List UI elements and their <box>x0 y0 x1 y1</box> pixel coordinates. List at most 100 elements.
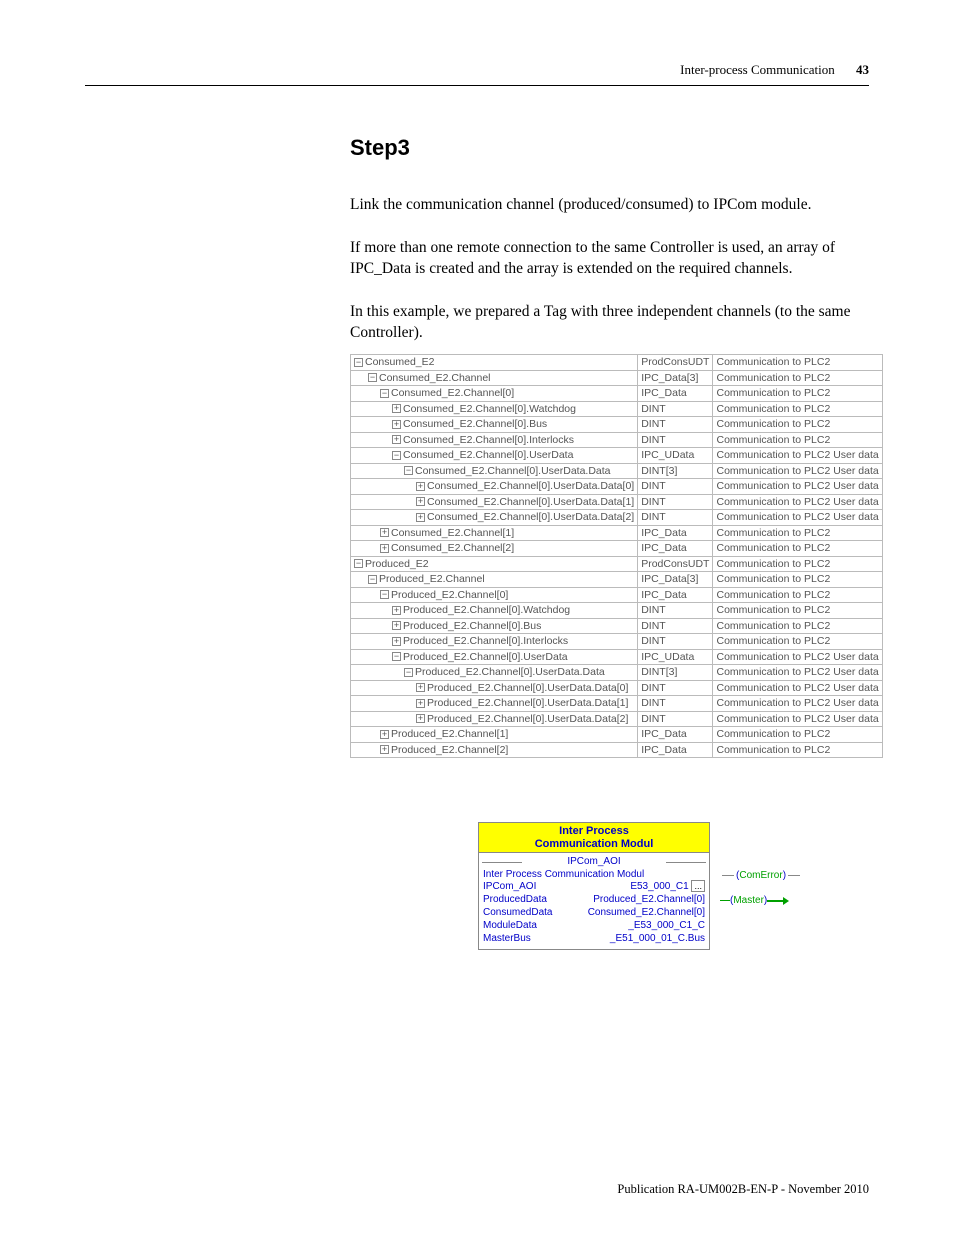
collapse-icon[interactable]: − <box>368 373 377 382</box>
table-row: −Consumed_E2.Channel[0].UserDataIPC_UDat… <box>351 448 883 464</box>
tag-name-cell: +Consumed_E2.Channel[0].Bus <box>351 417 638 433</box>
table-row: +Produced_E2.Channel[0].UserData.Data[2]… <box>351 711 883 727</box>
aoi-title: Inter Process Communication Modul <box>478 822 710 853</box>
table-row: −Consumed_E2.Channel[0].UserData.DataDIN… <box>351 463 883 479</box>
table-row: +Consumed_E2.Channel[0].UserData.Data[1]… <box>351 494 883 510</box>
table-row: −Produced_E2.Channel[0].UserData.DataDIN… <box>351 665 883 681</box>
expand-icon[interactable]: + <box>392 621 401 630</box>
tag-name-cell: +Consumed_E2.Channel[2] <box>351 541 638 557</box>
tag-desc-cell: Communication to PLC2 User data <box>713 510 882 526</box>
tag-type-cell: IPC_Data[3] <box>638 370 713 386</box>
tag-type-cell: DINT <box>638 711 713 727</box>
collapse-icon[interactable]: − <box>392 451 401 460</box>
aoi-block: Inter Process Communication Modul IPCom_… <box>478 822 710 950</box>
collapse-icon[interactable]: − <box>354 559 363 568</box>
collapse-icon[interactable]: − <box>380 590 389 599</box>
tag-name: Consumed_E2.Channel[2] <box>391 542 514 554</box>
collapse-icon[interactable]: − <box>404 668 413 677</box>
tag-type-cell: DINT <box>638 696 713 712</box>
aoi-param-row: IPCom_AOIE53_000_C1 ... <box>483 880 705 893</box>
expand-icon[interactable]: + <box>380 544 389 553</box>
table-row: +Consumed_E2.Channel[2]IPC_DataCommunica… <box>351 541 883 557</box>
expand-icon[interactable]: + <box>380 730 389 739</box>
aoi-outputs: (ComError) (Master) <box>720 870 802 906</box>
expand-icon[interactable]: + <box>392 420 401 429</box>
tag-desc-cell: Communication to PLC2 <box>713 634 882 650</box>
tag-desc-cell: Communication to PLC2 User data <box>713 463 882 479</box>
collapse-icon[interactable]: − <box>404 466 413 475</box>
collapse-icon[interactable]: − <box>368 575 377 584</box>
tag-type-cell: DINT <box>638 618 713 634</box>
aoi-param-row: ProducedDataProduced_E2.Channel[0] <box>483 893 705 906</box>
expand-icon[interactable]: + <box>416 513 425 522</box>
expand-icon[interactable]: + <box>416 699 425 708</box>
tag-type-cell: DINT <box>638 401 713 417</box>
tag-desc-cell: Communication to PLC2 User data <box>713 680 882 696</box>
tag-desc-cell: Communication to PLC2 <box>713 742 882 758</box>
tag-desc-cell: Communication to PLC2 <box>713 355 882 371</box>
tag-name-cell: +Produced_E2.Channel[0].UserData.Data[2] <box>351 711 638 727</box>
expand-icon[interactable]: + <box>392 606 401 615</box>
aoi-param-row: ConsumedDataConsumed_E2.Channel[0] <box>483 906 705 919</box>
expand-icon[interactable]: + <box>392 435 401 444</box>
tag-name: Produced_E2.Channel[0].Bus <box>403 620 541 632</box>
expand-icon[interactable]: + <box>416 497 425 506</box>
tag-name: Consumed_E2 <box>365 356 434 368</box>
tag-name-cell: −Produced_E2.Channel[0].UserData.Data <box>351 665 638 681</box>
collapse-icon[interactable]: − <box>380 389 389 398</box>
tag-name: Produced_E2.Channel[0] <box>391 589 508 601</box>
tag-desc-cell: Communication to PLC2 <box>713 727 882 743</box>
tag-name-cell: −Produced_E2.Channel[0].UserData <box>351 649 638 665</box>
expand-icon[interactable]: + <box>380 745 389 754</box>
expand-icon[interactable]: + <box>416 482 425 491</box>
expand-icon[interactable]: + <box>416 714 425 723</box>
tag-desc-cell: Communication to PLC2 <box>713 386 882 402</box>
running-header: Inter-process Communication 43 <box>680 62 869 78</box>
aoi-param-value: Produced_E2.Channel[0] <box>593 893 705 906</box>
aoi-body: IPCom_AOI Inter Process Communication Mo… <box>478 853 710 950</box>
expand-icon[interactable]: + <box>380 528 389 537</box>
collapse-icon[interactable]: − <box>354 358 363 367</box>
expand-icon[interactable]: + <box>392 637 401 646</box>
collapse-icon[interactable]: − <box>392 652 401 661</box>
tag-desc-cell: Communication to PLC2 <box>713 417 882 433</box>
tag-type-cell: IPC_UData <box>638 448 713 464</box>
expand-icon[interactable]: + <box>416 683 425 692</box>
aoi-param-key: IPCom_AOI <box>483 880 536 893</box>
page: Inter-process Communication 43 Step3 Lin… <box>0 0 954 1235</box>
paragraph-3: In this example, we prepared a Tag with … <box>350 302 869 344</box>
aoi-param-value: _E51_000_01_C.Bus <box>610 932 705 945</box>
table-row: +Consumed_E2.Channel[0].Watchdog DINTComm… <box>351 401 883 417</box>
tag-name: Consumed_E2.Channel[0].UserData.Data[2] <box>427 511 634 523</box>
tag-name-cell: −Consumed_E2 <box>351 355 638 371</box>
tag-name-cell: +Produced_E2.Channel[0].Bus <box>351 618 638 634</box>
tag-desc-cell: Communication to PLC2 <box>713 370 882 386</box>
table-row: −Produced_E2.Channel[0]IPC_DataCommunica… <box>351 587 883 603</box>
ellipsis-icon[interactable]: ... <box>691 880 705 892</box>
tag-type-cell: IPC_Data <box>638 742 713 758</box>
tag-name-cell: −Produced_E2.Channel <box>351 572 638 588</box>
tag-browser-table: −Consumed_E2ProdConsUDTCommunication to … <box>350 354 883 758</box>
aoi-title-l1: Inter Process <box>559 825 629 837</box>
tag-name: Produced_E2.Channel[0].Watchdog <box>403 604 570 616</box>
tag-desc-cell: Communication to PLC2 <box>713 603 882 619</box>
tag-name: Consumed_E2.Channel[0].Watchdog <box>403 403 576 415</box>
tag-name: Produced_E2 <box>365 558 429 570</box>
aoi-out-comerror: (ComError) <box>720 870 802 881</box>
tag-type-cell: DINT <box>638 634 713 650</box>
tag-name-cell: −Produced_E2 <box>351 556 638 572</box>
tag-name-cell: +Consumed_E2.Channel[0].UserData.Data[1] <box>351 494 638 510</box>
aoi-param-key: ModuleData <box>483 919 537 932</box>
tag-type-cell: IPC_Data <box>638 587 713 603</box>
tag-desc-cell: Communication to PLC2 User data <box>713 696 882 712</box>
header-page-number: 43 <box>856 62 869 77</box>
tag-desc-cell: Communication to PLC2 User data <box>713 711 882 727</box>
aoi-param-value: Consumed_E2.Channel[0] <box>588 906 705 919</box>
tag-name-cell: +Produced_E2.Channel[0].UserData.Data[0] <box>351 680 638 696</box>
tag-desc-cell: Communication to PLC2 <box>713 401 882 417</box>
tag-name-cell: +Consumed_E2.Channel[0].UserData.Data[2] <box>351 510 638 526</box>
tag-type-cell: IPC_Data <box>638 386 713 402</box>
tag-type-cell: ProdConsUDT <box>638 355 713 371</box>
expand-icon[interactable]: + <box>392 404 401 413</box>
aoi-param-row: MasterBus_E51_000_01_C.Bus <box>483 932 705 945</box>
